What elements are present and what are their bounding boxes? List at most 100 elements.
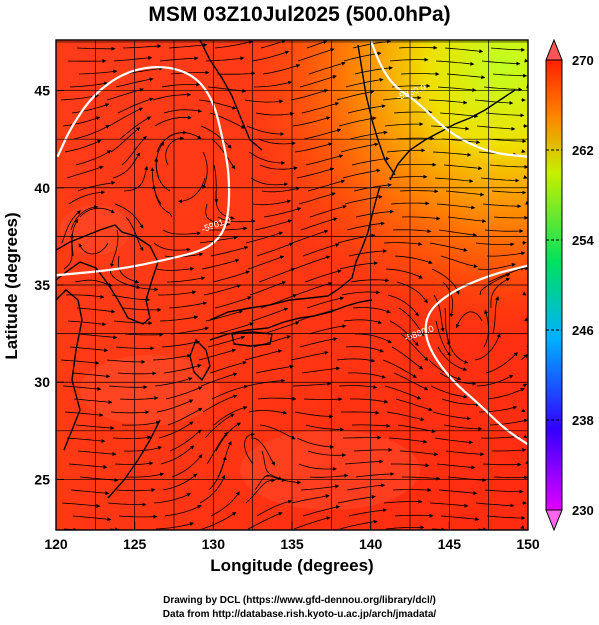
colorbar-tick-label: 254 [572, 233, 594, 248]
streamline [446, 333, 469, 364]
streamline [307, 179, 346, 192]
streamline [257, 396, 297, 401]
streamline [60, 359, 100, 365]
streamline [303, 128, 342, 140]
streamline [293, 255, 331, 270]
streamline [216, 71, 256, 76]
streamline [158, 290, 197, 296]
streamline [352, 307, 391, 314]
streamline [476, 374, 514, 387]
streamline [262, 321, 300, 335]
streamline [520, 354, 528, 361]
streamline [485, 112, 525, 118]
y-tick-label: 25 [34, 471, 50, 487]
streamline [164, 252, 204, 258]
streamline [389, 57, 429, 62]
streamline [292, 116, 331, 127]
streamline [428, 99, 468, 105]
streamline [474, 333, 501, 361]
streamline [431, 268, 460, 295]
streamline [307, 450, 347, 458]
streamline [355, 209, 394, 218]
streamline [256, 242, 294, 257]
streamline [66, 165, 104, 179]
streamline [251, 50, 290, 62]
streamline [309, 473, 349, 478]
colorbar-tick-label: 230 [572, 503, 594, 518]
streamline [154, 115, 192, 127]
streamline [70, 489, 110, 496]
streamline [304, 269, 342, 283]
streamline [209, 360, 247, 374]
streamline [492, 73, 528, 78]
streamline [163, 108, 203, 114]
streamline [485, 352, 518, 374]
streamline [294, 411, 334, 419]
streamline [253, 80, 293, 88]
streamline [163, 364, 202, 374]
streamline [259, 424, 296, 440]
streamline [342, 168, 381, 179]
streamline [399, 450, 439, 457]
streamline [435, 320, 451, 357]
x-tick-label: 145 [438, 536, 462, 552]
streamline [250, 437, 276, 466]
streamline [168, 301, 208, 309]
y-tick-label: 40 [34, 180, 50, 196]
streamline [78, 333, 118, 340]
streamline [436, 463, 476, 470]
streamline [306, 296, 345, 309]
streamline [393, 110, 433, 115]
streamline [204, 413, 235, 439]
streamline [437, 86, 477, 92]
streamline [116, 488, 156, 492]
streamline [386, 411, 425, 422]
streamline [161, 82, 201, 88]
streamline [199, 235, 238, 244]
streamline [155, 266, 195, 271]
streamline [62, 116, 101, 127]
streamline [303, 397, 343, 402]
streamline [199, 474, 226, 504]
streamline [79, 476, 119, 483]
streamline [439, 372, 477, 386]
streamline [439, 112, 479, 118]
streamline [257, 138, 296, 146]
streamline [76, 46, 116, 51]
streamline [293, 516, 331, 530]
streamline [493, 475, 528, 480]
streamline [78, 242, 109, 255]
streamline [162, 473, 198, 491]
x-axis: 120 125 130 135 140 145 150 [44, 522, 540, 552]
colorbar-tick-label: 270 [572, 53, 594, 68]
streamline [455, 311, 483, 329]
streamline [73, 125, 110, 140]
streamline [340, 142, 379, 153]
streamline [386, 148, 426, 153]
streamline [75, 150, 112, 166]
streamline [76, 307, 116, 314]
streamline [348, 508, 387, 517]
streamline [487, 138, 527, 144]
streamline [479, 273, 511, 296]
streamline [389, 320, 419, 347]
streamline [113, 55, 153, 62]
streamline [385, 525, 425, 530]
streamline [248, 151, 286, 165]
streamline [341, 410, 380, 415]
streamline [152, 92, 191, 101]
streamline [432, 411, 471, 421]
streamline [482, 203, 522, 209]
streamline [203, 284, 242, 296]
streamline [69, 81, 109, 88]
streamline [393, 372, 429, 391]
streamline [392, 229, 432, 234]
colorbar: 230 238 246 254 262 270 [545, 38, 594, 532]
streamline [205, 56, 245, 62]
streamline [395, 398, 433, 412]
streamline [202, 394, 238, 413]
streamline [484, 489, 524, 494]
streamline [212, 270, 250, 283]
streamline [388, 174, 428, 179]
